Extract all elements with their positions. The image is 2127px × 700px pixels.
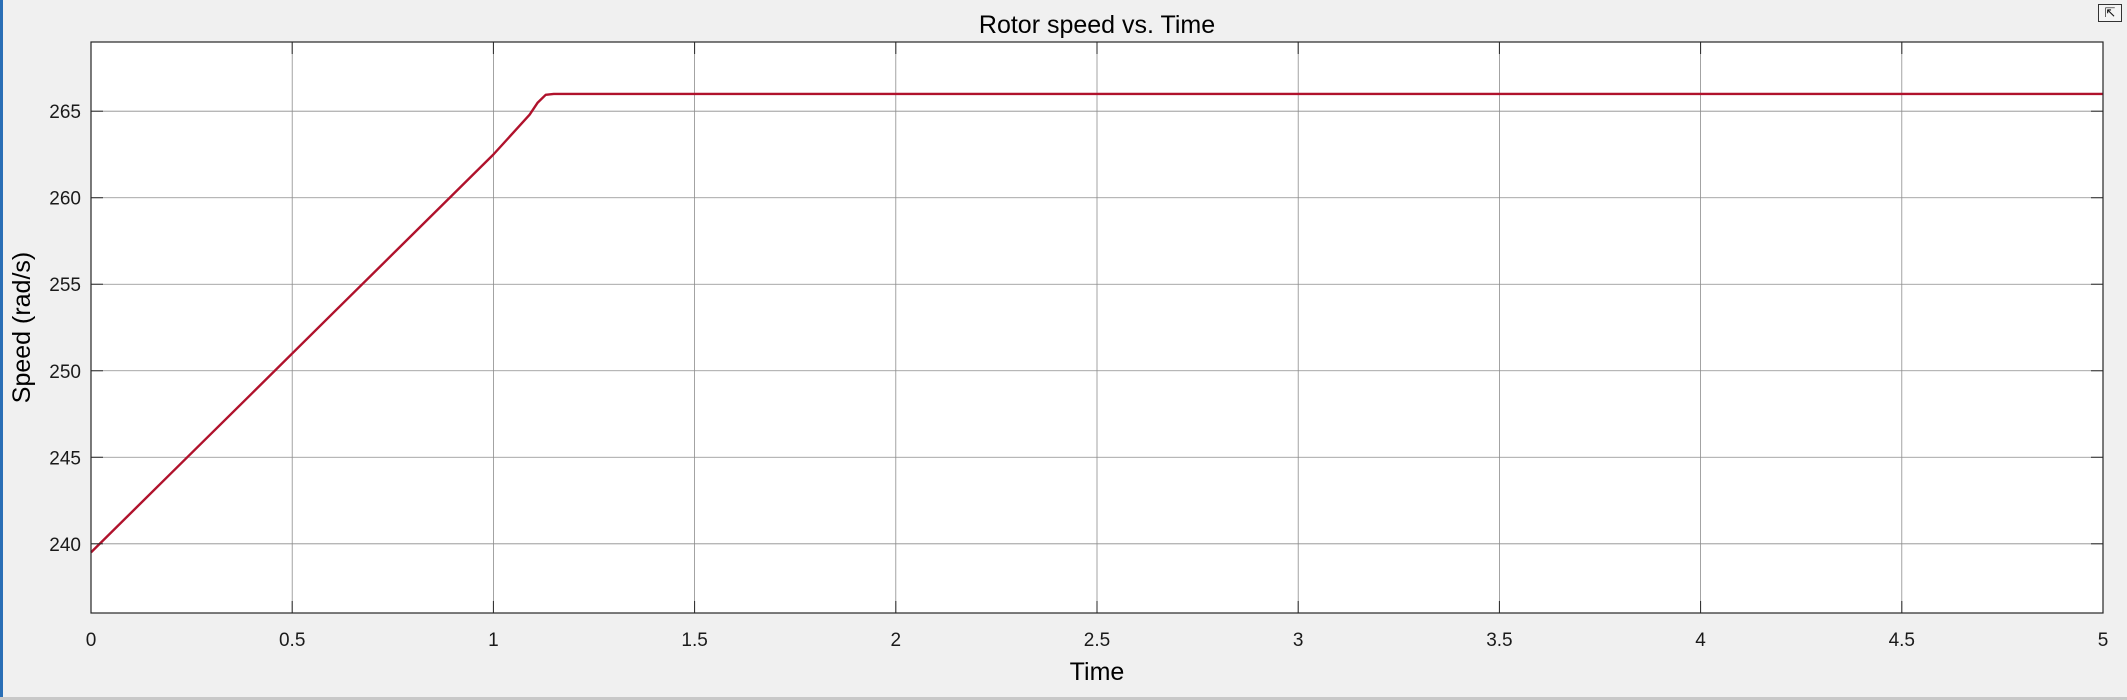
x-tick-label: 3.5 [1486,630,1512,651]
x-tick-label: 2 [891,630,902,651]
x-tick-label: 2.5 [1084,630,1110,651]
grid [91,42,2103,613]
x-tick-label: 1 [488,630,499,651]
window-left-border [0,0,3,700]
x-tick-label: 4.5 [1889,630,1915,651]
x-tick-label: 5 [2098,630,2109,651]
x-axis-label: Time [1070,658,1125,686]
y-tick-label: 250 [49,362,81,383]
y-tick-label: 265 [49,102,81,123]
x-tick-label: 1.5 [681,630,707,651]
window-bottom-border [0,697,2127,700]
y-tick-label: 245 [49,448,81,469]
x-tick-label: 3 [1293,630,1304,651]
series-line [90,92,2103,554]
undock-icon: ⇱ [2104,5,2116,20]
x-ticks: 0 0.5 1 1.5 2 2.5 3 3.5 4 4.5 5 [86,42,2109,651]
chart-title: Rotor speed vs. Time [979,11,1215,39]
x-tick-label: 0.5 [279,630,305,651]
y-tick-label: 260 [49,189,81,210]
undock-button[interactable]: ⇱ [2098,4,2122,22]
x-tick-label: 4 [1695,630,1706,651]
x-tick-label: 0 [86,630,97,651]
series-layer [90,92,2103,554]
y-ticks: 240 245 250 255 260 265 [49,102,2103,556]
y-tick-label: 240 [49,535,81,556]
y-axis-label: Speed (rad/s) [8,252,36,403]
y-tick-label: 255 [49,275,81,296]
